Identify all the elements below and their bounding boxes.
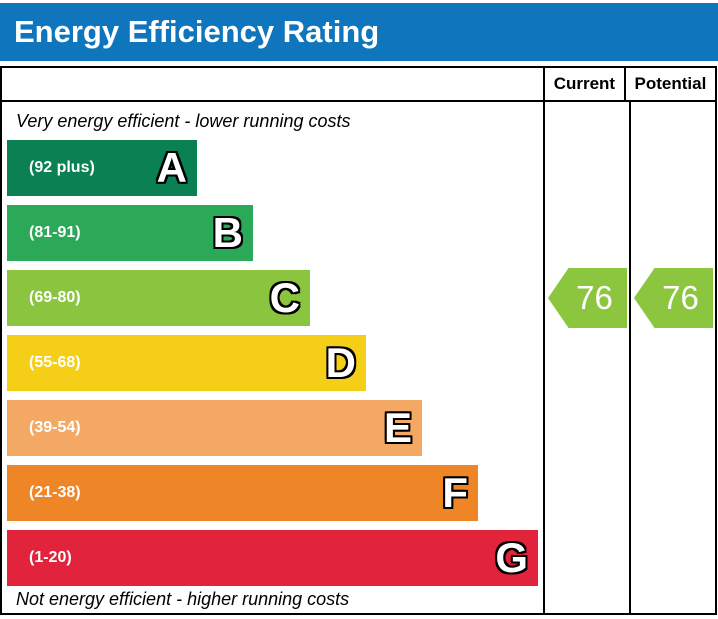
band-bar-f: (21-38) F <box>7 465 478 521</box>
band-letter: B <box>212 209 243 256</box>
potential-rating-value: 76 <box>662 279 699 316</box>
band-row-a: (92 plus) A <box>7 140 543 196</box>
band-letter: A <box>156 144 187 191</box>
band-letter: G <box>495 534 528 581</box>
band-range-label: (39-54) <box>29 419 81 436</box>
band-row-d: (55-68) D <box>7 335 543 391</box>
band-range-label: (1-20) <box>29 549 72 566</box>
band-letter: F <box>442 469 468 516</box>
potential-column-header: Potential <box>623 68 715 100</box>
rating-bands: (92 plus) A (81-91) B (69-80) C <box>2 140 543 586</box>
potential-column: 76 <box>629 102 715 613</box>
band-letter: E <box>383 404 412 451</box>
band-range-label: (21-38) <box>29 484 81 501</box>
band-bar-c: (69-80) C <box>7 270 310 326</box>
current-rating-value: 76 <box>576 279 613 316</box>
current-rating-arrow: 76 <box>548 268 627 328</box>
page-title: Energy Efficiency Rating <box>14 14 380 49</box>
current-column: 76 <box>543 102 629 613</box>
band-bar-b: (81-91) B <box>7 205 253 261</box>
bands-area: Very energy efficient - lower running co… <box>2 102 543 613</box>
potential-rating-arrow: 76 <box>634 268 713 328</box>
title-bar: Energy Efficiency Rating <box>0 3 718 61</box>
band-row-e: (39-54) E <box>7 400 543 456</box>
band-bar-a: (92 plus) A <box>7 140 197 196</box>
header-spacer-cell <box>2 68 543 100</box>
band-letter: C <box>269 274 300 321</box>
band-range-label: (55-68) <box>29 354 81 371</box>
band-row-c: (69-80) C <box>7 270 543 326</box>
band-range-label: (92 plus) <box>29 159 95 176</box>
table-body: Very energy efficient - lower running co… <box>2 102 715 613</box>
top-note-text: Very energy efficient - lower running co… <box>16 110 351 131</box>
band-letter: D <box>325 339 356 386</box>
band-bar-g: (1-20) G <box>7 530 538 586</box>
band-row-b: (81-91) B <box>7 205 543 261</box>
band-range-label: (81-91) <box>29 224 81 241</box>
band-range-label: (69-80) <box>29 289 81 306</box>
band-bar-d: (55-68) D <box>7 335 366 391</box>
band-row-g: (1-20) G <box>7 530 543 586</box>
current-column-header: Current <box>543 68 624 100</box>
bottom-note-text: Not energy efficient - higher running co… <box>16 589 350 609</box>
band-bar-e: (39-54) E <box>7 400 422 456</box>
table-header-row: Current Potential <box>2 68 715 102</box>
band-row-f: (21-38) F <box>7 465 543 521</box>
rating-table: Current Potential Very energy efficient … <box>0 66 717 615</box>
